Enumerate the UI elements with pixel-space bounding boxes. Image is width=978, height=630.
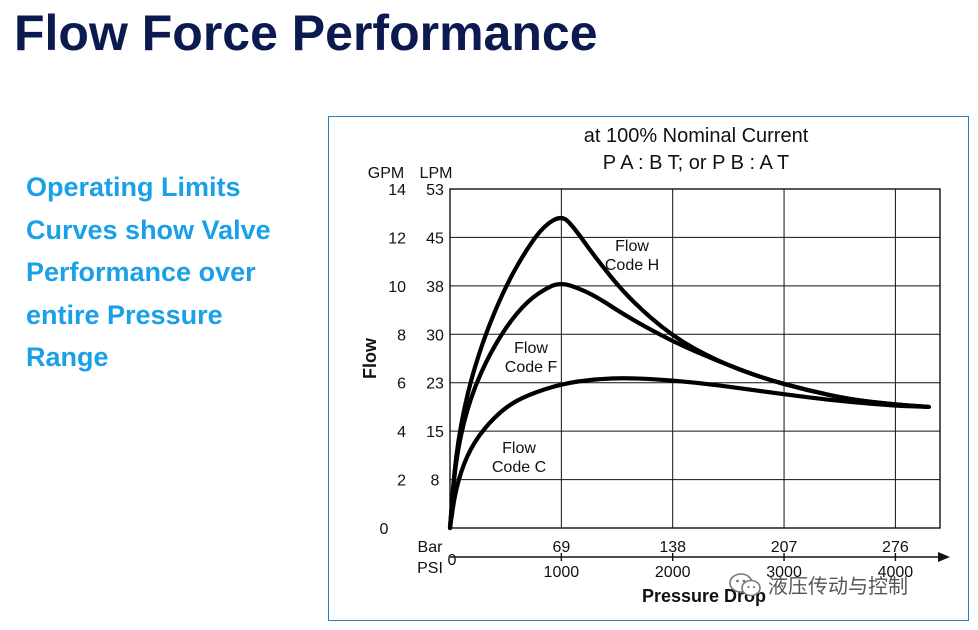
chart-flow-path-label: P A : B T; or P B : A T	[603, 152, 789, 174]
x-tick-psi: 2000	[655, 564, 691, 581]
bullet-line-5: Range	[26, 342, 109, 373]
slide-title: Flow Force Performance	[14, 5, 598, 61]
series-label: Flow	[514, 340, 548, 357]
y-axis-title: Flow	[360, 337, 380, 379]
y-tick-lpm: 45	[426, 230, 444, 247]
bullet-line-4: entire Pressure	[26, 299, 223, 330]
watermark-text: 液压传动与控制	[768, 574, 908, 598]
series-label: Flow	[502, 440, 536, 457]
x-tick-psi: 4000	[878, 564, 914, 581]
x-axis-title: Pressure Drop	[642, 586, 766, 606]
watermark: 液压传动与控制	[728, 570, 908, 599]
y-tick-gpm: 6	[397, 376, 406, 393]
series-label: Code C	[492, 459, 546, 476]
series-line	[447, 376, 931, 531]
x-tick-bar: 207	[771, 539, 798, 556]
x-unit-bar: Bar	[418, 539, 444, 556]
y-tick-lpm: 53	[426, 182, 444, 199]
x-tick-bar: 69	[552, 539, 570, 556]
series-label: Code F	[505, 359, 558, 376]
bullet-line-3: Performance over	[26, 257, 256, 288]
x-tick-bar: 138	[659, 539, 686, 556]
bullet-line-1: Operating Limits	[26, 172, 241, 202]
bullet-line-2: Curves show Valve	[26, 214, 271, 245]
y-tick-lpm: 38	[426, 279, 444, 296]
bullet-block: Operating Limits Curves show Valve Perfo…	[26, 166, 316, 379]
y-tick-lpm: 30	[426, 327, 444, 344]
y-tick-lpm: 8	[431, 473, 440, 490]
x-tick-psi: 3000	[766, 564, 802, 581]
series-label: Code H	[605, 257, 659, 274]
y-tick-gpm: 2	[397, 473, 406, 490]
y-tick-gpm: 4	[397, 424, 406, 441]
x-unit-psi: PSI	[417, 560, 443, 577]
y-tick-lpm: 15	[426, 424, 444, 441]
y-tick-gpm: 10	[388, 279, 406, 296]
x-axis-arrowhead	[938, 552, 950, 562]
series-line	[447, 281, 931, 531]
flow-chart: at 100% Nominal Current P A : B T; or P B…	[360, 125, 950, 606]
chart-subtitle: at 100% Nominal Current	[584, 125, 809, 147]
y-tick-lpm: 23	[426, 376, 444, 393]
y-unit-gpm: GPM	[368, 165, 404, 182]
series-label: Flow	[615, 238, 649, 255]
y-tick-gpm: 8	[397, 327, 406, 344]
y-tick-gpm: 12	[388, 230, 406, 247]
x-tick-zero: 0	[448, 552, 457, 569]
y-tick-gpm: 14	[388, 182, 406, 199]
x-tick-psi: 1000	[544, 564, 580, 581]
wechat-icon	[729, 572, 761, 596]
x-tick-bar: 276	[882, 539, 909, 556]
y-tick-zero: 0	[380, 521, 389, 538]
y-unit-lpm: LPM	[420, 165, 453, 182]
